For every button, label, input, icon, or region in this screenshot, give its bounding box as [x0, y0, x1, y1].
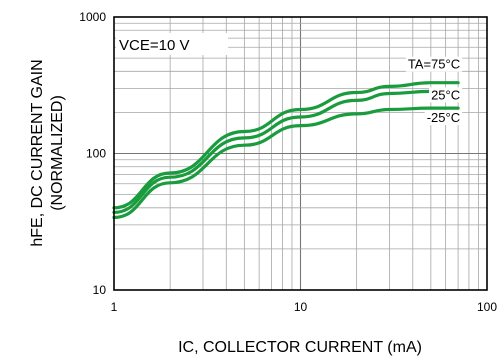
- series-label-background: [405, 56, 463, 72]
- x-axis-label: IC, COLLECTOR CURRENT (mA): [178, 339, 422, 356]
- series-line-1: [112, 89, 460, 214]
- x-tick-label: 100: [477, 300, 497, 314]
- plot-frame: [113, 16, 488, 291]
- x-tick-label: 1: [111, 300, 118, 314]
- x-tick-label: 10: [294, 300, 308, 314]
- series-label: -25°C: [427, 110, 460, 125]
- series-line-0: [112, 81, 460, 210]
- y-tick-label: 100: [86, 147, 106, 161]
- series-line-2: [112, 106, 460, 220]
- tick-labels: 1 10 100 10 100 1000: [79, 10, 497, 314]
- y-axis-label-line1: hFE, DC CURRENT GAIN: [29, 59, 46, 246]
- series-label-background: [424, 110, 463, 126]
- y-axis-label-line2: (NORMALIZED): [49, 95, 66, 211]
- series-label: TA=75°C: [408, 57, 460, 72]
- series-label: 25°C: [431, 87, 460, 102]
- series-label-background: [429, 87, 463, 103]
- series-labels: TA=75°C 25°C -25°C: [405, 56, 463, 126]
- y-tick-label: 10: [93, 283, 107, 297]
- grid: [114, 17, 487, 290]
- annotation-box: [116, 33, 228, 55]
- y-tick-label: 1000: [79, 10, 106, 24]
- series-layer: [112, 81, 460, 220]
- test-condition-annotation: VCE=10 V: [119, 37, 189, 54]
